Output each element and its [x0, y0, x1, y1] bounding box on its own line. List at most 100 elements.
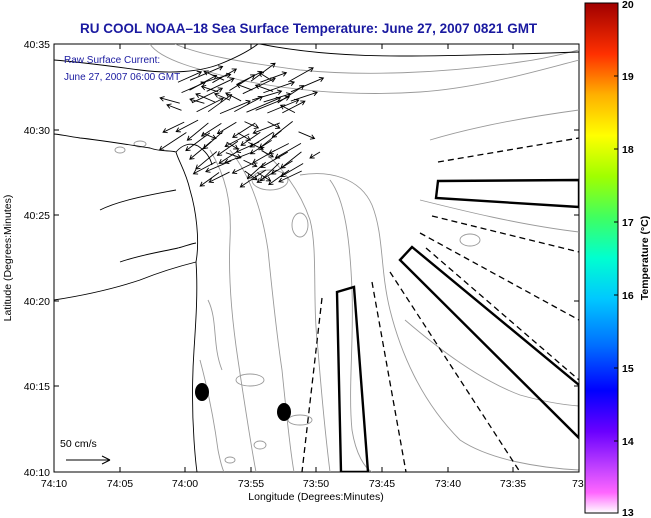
current-vector [189, 141, 212, 160]
dashed-line [431, 215, 579, 253]
coastline-nj [54, 133, 199, 301]
colorbar-tick-labels: 20 19 18 17 16 15 14 13 [622, 0, 634, 518]
current-vector [212, 68, 238, 84]
x-tick-label: 73:55 [238, 478, 264, 490]
current-vector [225, 152, 242, 160]
current-vector [196, 97, 224, 113]
current-vector [298, 131, 316, 140]
scale-arrow [66, 455, 111, 465]
colorbar-tick-label: 13 [622, 507, 634, 518]
axis-ticks [53, 43, 580, 473]
y-tick-label: 40:30 [24, 125, 50, 137]
current-vector [192, 161, 216, 175]
current-vector [309, 151, 321, 159]
current-vector [219, 99, 251, 115]
contour-line [224, 456, 236, 464]
y-tick-label: 40:10 [24, 467, 50, 479]
contour-line [149, 44, 579, 94]
x-tick-label: 73:35 [500, 478, 526, 490]
current-vector [189, 74, 218, 91]
current-vector [251, 89, 283, 101]
current-vector [244, 121, 260, 129]
plot-area [53, 43, 580, 473]
y-tick-label: 40:15 [24, 381, 50, 393]
colorbar [584, 2, 619, 514]
current-vector [288, 67, 314, 83]
colorbar-label: Temperature (°C) [639, 216, 651, 301]
current-vector [231, 162, 254, 175]
current-vector [235, 83, 253, 91]
solid-wedges [335, 178, 579, 472]
current-vector [216, 140, 239, 156]
y-tick-label: 40:35 [24, 39, 50, 51]
x-tick-label: 74:10 [41, 478, 67, 490]
current-vector [202, 132, 217, 140]
current-vector [239, 169, 267, 188]
current-vector [207, 94, 233, 113]
current-vector [250, 62, 276, 82]
contour-line [404, 319, 579, 407]
current-vector [256, 169, 278, 183]
scale-label: 50 cm/s [60, 438, 97, 450]
annotation-line1: Raw Surface Current: [64, 55, 160, 66]
x-tick-label: 74:05 [107, 478, 133, 490]
colorbar-tick-label: 20 [622, 0, 634, 11]
x-tick-labels: 74:10 74:05 74:00 73:55 73:50 73:45 73:4… [41, 478, 593, 490]
wedge-south [335, 285, 370, 472]
x-tick-label: 73:50 [303, 478, 329, 490]
current-vector [175, 119, 199, 133]
dashed-line [437, 137, 579, 163]
current-vector [290, 76, 325, 93]
contour-line [229, 149, 295, 472]
current-vector [200, 84, 219, 93]
dashed-line [301, 297, 323, 472]
contour-line [291, 212, 309, 238]
contour-line [174, 44, 579, 74]
current-vector [260, 71, 288, 83]
wedge-east [434, 178, 579, 209]
current-vector [278, 170, 302, 183]
x-tick-label: 73:45 [369, 478, 395, 490]
current-vector [225, 92, 242, 102]
station-marker [277, 403, 291, 421]
contour-line [114, 146, 126, 154]
contour-line [299, 173, 579, 471]
contour-line [419, 199, 579, 233]
station-marker [195, 383, 209, 401]
coastline-bay [99, 189, 177, 211]
current-vector [254, 83, 274, 92]
coastline [54, 44, 579, 472]
colorbar-tick-label: 17 [622, 217, 634, 229]
x-tick-label: 73:40 [435, 478, 461, 490]
contour-line [429, 109, 579, 141]
current-vector [159, 96, 180, 104]
current-vector [202, 130, 224, 150]
current-vector [240, 131, 261, 146]
radial-dashed-lines [301, 137, 579, 472]
current-vector [224, 133, 250, 148]
current-vector [162, 121, 185, 134]
coastline-nj-south [192, 261, 198, 472]
current-vector [189, 97, 205, 104]
current-vector [234, 95, 264, 113]
contour-line [287, 414, 313, 426]
dashed-line [371, 281, 407, 472]
current-vector [268, 169, 290, 186]
y-axis-label: Latitude (Degrees:Minutes) [2, 195, 14, 322]
contour-line [207, 299, 223, 371]
current-vector [218, 150, 238, 164]
current-vector [232, 122, 256, 138]
y-tick-label: 40:25 [24, 210, 50, 222]
current-vector [243, 159, 258, 168]
colorbar-tick-label: 14 [622, 436, 634, 448]
current-vector [195, 151, 218, 170]
coastline-ny [54, 44, 259, 73]
current-vector [280, 163, 304, 178]
dashed-line [419, 232, 579, 321]
current-vector [279, 104, 296, 114]
current-vector [255, 95, 291, 111]
colorbar-tick-label: 18 [622, 144, 634, 156]
current-vector [261, 150, 274, 158]
current-vector [199, 172, 220, 187]
